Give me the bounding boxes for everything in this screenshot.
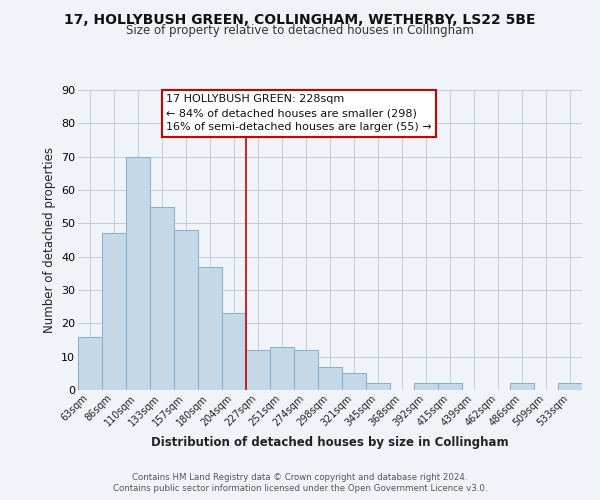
Bar xyxy=(174,230,198,390)
Bar xyxy=(294,350,318,390)
Bar xyxy=(150,206,174,390)
Bar xyxy=(78,336,102,390)
Bar xyxy=(318,366,342,390)
Bar xyxy=(414,384,438,390)
Bar xyxy=(270,346,294,390)
X-axis label: Distribution of detached houses by size in Collingham: Distribution of detached houses by size … xyxy=(151,436,509,449)
Bar xyxy=(198,266,222,390)
Bar xyxy=(558,384,582,390)
Text: Contains HM Land Registry data © Crown copyright and database right 2024.: Contains HM Land Registry data © Crown c… xyxy=(132,472,468,482)
Text: Size of property relative to detached houses in Collingham: Size of property relative to detached ho… xyxy=(126,24,474,37)
Bar xyxy=(246,350,270,390)
Y-axis label: Number of detached properties: Number of detached properties xyxy=(43,147,56,333)
Bar xyxy=(126,156,150,390)
Text: 17, HOLLYBUSH GREEN, COLLINGHAM, WETHERBY, LS22 5BE: 17, HOLLYBUSH GREEN, COLLINGHAM, WETHERB… xyxy=(64,12,536,26)
Bar xyxy=(222,314,246,390)
Bar xyxy=(438,384,462,390)
Text: 17 HOLLYBUSH GREEN: 228sqm
← 84% of detached houses are smaller (298)
16% of sem: 17 HOLLYBUSH GREEN: 228sqm ← 84% of deta… xyxy=(166,94,432,132)
Bar xyxy=(366,384,390,390)
Bar xyxy=(102,234,126,390)
Bar xyxy=(342,374,366,390)
Text: Contains public sector information licensed under the Open Government Licence v3: Contains public sector information licen… xyxy=(113,484,487,493)
Bar xyxy=(510,384,534,390)
